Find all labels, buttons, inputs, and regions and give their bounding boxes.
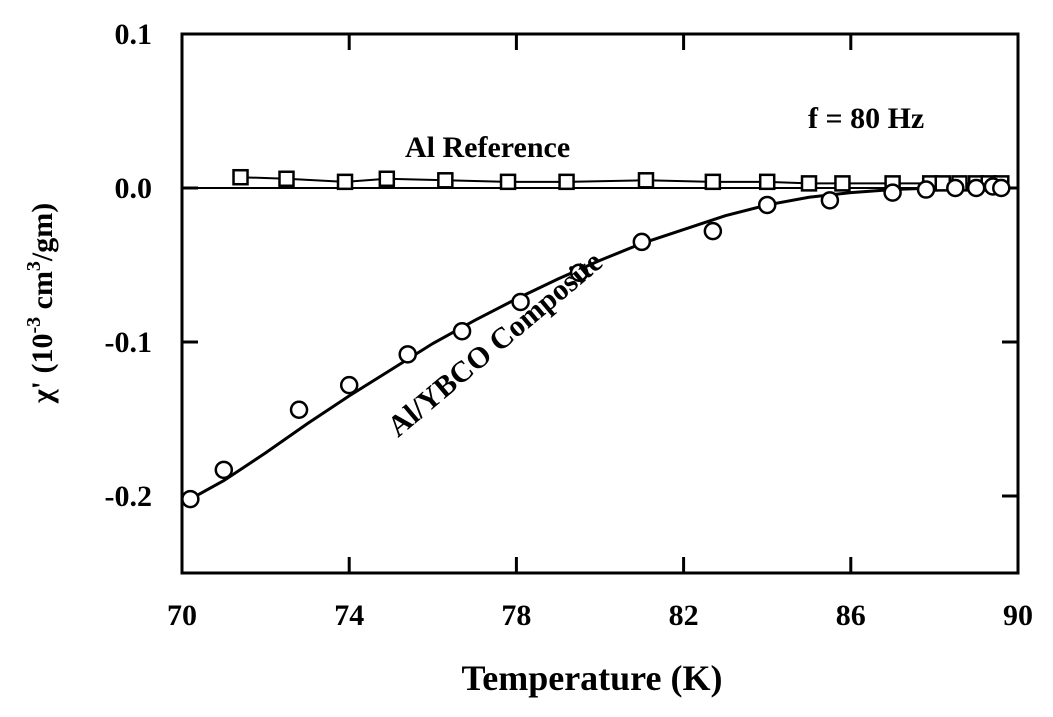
- reference-point: [800, 175, 818, 192]
- reference-annotation: Al Reference: [405, 131, 570, 164]
- composite-point: [339, 375, 359, 395]
- x-tick-label: 82: [669, 599, 699, 632]
- frequency-annotation: f = 80 Hz: [808, 102, 924, 135]
- composite-point: [398, 345, 417, 364]
- composite-point: [452, 321, 472, 341]
- reference-point: [336, 173, 354, 191]
- reference-point: [834, 175, 851, 192]
- composite-point: [181, 489, 200, 509]
- markers-layer: [181, 168, 1011, 509]
- y-tick-label: -0.2: [105, 480, 153, 513]
- composite-annotation: Al/YBCO Composite: [381, 245, 608, 443]
- x-axis-title: Temperature (K): [462, 658, 723, 698]
- axis-ticks: [180, 32, 1020, 573]
- composite-point: [916, 180, 936, 199]
- composite-point: [992, 178, 1011, 198]
- composite-point: [883, 183, 902, 202]
- reference-point: [499, 173, 517, 191]
- reference-point: [437, 172, 454, 189]
- reference-point: [232, 168, 249, 186]
- composite-point: [289, 400, 309, 420]
- composite-point: [214, 460, 234, 480]
- x-tick-label: 86: [836, 599, 866, 632]
- composite-point: [757, 195, 777, 215]
- x-tick-label: 74: [334, 599, 364, 632]
- fit-curve-layer: [181, 186, 1002, 506]
- reference-point: [758, 173, 776, 191]
- x-tick-label: 78: [501, 599, 531, 632]
- composite-point: [703, 221, 723, 241]
- composite-point: [569, 263, 589, 282]
- composite-point: [946, 178, 965, 198]
- y-tick-label: 0.1: [115, 18, 153, 51]
- plot-frame: [180, 32, 1020, 575]
- reference-point: [278, 170, 295, 188]
- composite-point: [820, 191, 840, 210]
- tick-labels: 70 74 78 82 86 90 0.1 0.0 -0.1 -0.2: [105, 18, 1034, 632]
- composite-fit-curve: [181, 186, 1002, 506]
- composite-point: [511, 292, 530, 312]
- x-tick-label: 70: [167, 599, 197, 632]
- composite-point: [966, 178, 986, 198]
- reference-point: [704, 173, 722, 191]
- composite-point: [632, 232, 652, 252]
- reference-point: [637, 172, 655, 189]
- y-tick-label: 0.0: [115, 172, 153, 205]
- reference-point: [378, 170, 396, 188]
- y-axis-title: χ' (10-3 cm3/gm): [23, 203, 59, 405]
- reference-point: [558, 173, 575, 191]
- y-tick-label: -0.1: [105, 326, 153, 359]
- x-tick-label: 90: [1003, 599, 1033, 632]
